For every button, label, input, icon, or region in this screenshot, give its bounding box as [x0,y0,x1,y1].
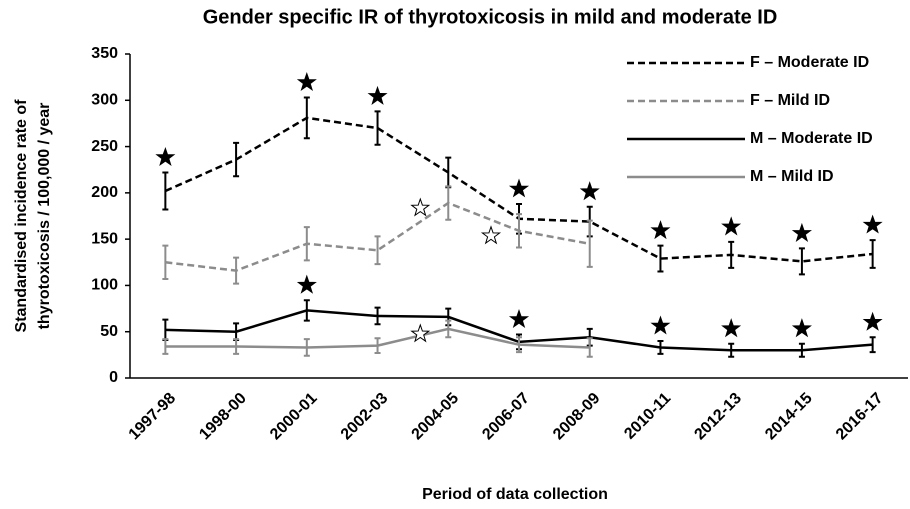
x-tick-label: 1997-98 [126,390,180,444]
significance-star [862,214,883,234]
error-bar [374,306,381,326]
x-tick-label: 2006-07 [479,390,533,444]
significance-star [862,311,883,331]
y-tick-label: 350 [91,45,118,62]
significance-star [508,308,530,329]
error-bar [728,342,735,358]
significance-star [155,146,176,167]
error-bar [445,319,452,339]
error-bar [303,299,310,322]
error-bar [374,235,381,266]
error-bar [516,336,522,354]
error-bar [657,339,664,355]
y-tick-label: 100 [91,277,118,294]
y-axis-label: Standardised incidence rate of [13,99,30,333]
x-tick-label: 2000-01 [267,390,321,444]
error-bar [516,213,522,249]
significance-star [367,85,388,105]
error-bar [233,338,240,355]
error-bar [374,337,381,355]
y-tick-label: 150 [91,230,118,247]
error-bar [374,110,381,146]
legend-label: F – Mild ID [750,92,830,109]
significance-star [791,318,812,338]
error-bar [798,342,805,358]
x-tick-label: 2004-05 [409,390,463,444]
error-bar [445,185,452,221]
chart-title: Gender specific IR of thyrotoxicosis in … [203,6,778,28]
error-bar [303,226,310,262]
significance-star [650,220,671,240]
x-tick-label: 2016-17 [833,390,887,444]
error-bar [233,141,240,178]
error-bar [869,239,876,269]
error-bar [586,337,593,358]
y-tick-label: 300 [91,92,118,109]
x-tick-label: 2008-09 [550,390,604,444]
x-tick-label: 1998-00 [196,390,250,444]
x-axis-label: Period of data collection [422,486,608,503]
significance-star [508,178,530,198]
y-tick-label: 50 [100,323,118,340]
significance-star [296,71,317,92]
error-bar [303,338,310,357]
significance-star [721,318,742,338]
error-bar [586,219,593,268]
error-bar [162,338,169,355]
error-bar [869,336,876,354]
x-tick-label: 2010-11 [621,390,674,443]
x-tick-label: 2002-03 [338,390,392,444]
significance-star [721,216,742,236]
error-bar [303,96,310,140]
significance-star [410,323,431,343]
x-tick-label: 2014-15 [762,390,816,444]
significance-star [579,181,600,201]
error-bar [657,244,664,273]
error-bar [162,244,169,280]
error-bar [233,256,240,285]
y-axis-label: thyrotoxicosis / 100,000 / year [36,103,53,330]
y-tick-label: 200 [91,184,118,201]
error-bar [798,247,805,276]
legend-label: M – Mild ID [750,168,834,185]
x-tick-label: 2012-13 [691,390,745,444]
y-tick-label: 250 [91,138,118,155]
significance-star [296,274,317,294]
error-bar [162,171,169,211]
legend-label: F – Moderate ID [750,54,869,71]
significance-star [410,197,431,217]
significance-star [791,222,812,242]
significance-star [650,315,671,335]
error-bar [728,240,735,269]
y-tick-label: 0 [109,369,118,386]
legend-label: M – Moderate ID [750,130,873,147]
significance-star [480,225,502,245]
